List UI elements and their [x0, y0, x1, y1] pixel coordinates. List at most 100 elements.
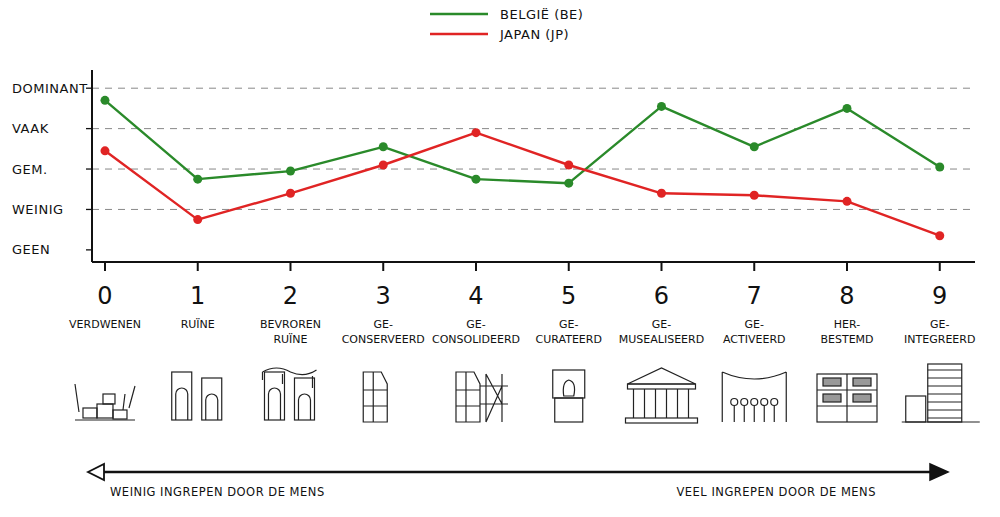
series-point: [657, 189, 666, 198]
stage-label: BESTEMD: [820, 333, 873, 346]
x-tick: [568, 262, 570, 271]
series-point: [100, 146, 109, 155]
icon-part: [928, 369, 962, 370]
series-line: [105, 100, 940, 183]
stage-label: CURATEERD: [536, 333, 602, 346]
stage-icon: [722, 372, 786, 422]
series-point: [471, 175, 480, 184]
icon-part: [722, 372, 786, 422]
x-tick: [753, 262, 755, 271]
icon-part: [655, 389, 656, 418]
stage-icon: [902, 364, 980, 422]
icon-part: [928, 401, 962, 402]
x-tick-label: 7: [747, 282, 762, 310]
series-line: [105, 133, 940, 236]
icon-part: [764, 406, 765, 422]
icon-part: [113, 410, 127, 419]
icon-part: [456, 372, 480, 422]
icon-part: [928, 385, 962, 386]
x-tick: [475, 262, 477, 271]
icon-part: [553, 370, 585, 398]
icon-part: [294, 378, 314, 420]
stage-icon: [172, 372, 222, 420]
icon-part: [823, 378, 841, 386]
x-tick-label: 9: [932, 282, 947, 310]
stage-label: GE-: [652, 318, 671, 331]
icon-part: [262, 368, 316, 388]
annotation: VEEL INGREPEN DOOR DE MENS: [676, 485, 876, 499]
series-point: [843, 104, 852, 113]
icon-part: [774, 406, 775, 422]
icon-part: [928, 393, 962, 394]
grid-line: [92, 128, 975, 129]
x-tick-label: 6: [654, 282, 669, 310]
icon-part: [751, 399, 758, 406]
x-tick-label: 2: [283, 282, 298, 310]
legend-label: BELGIË (BE): [500, 7, 583, 22]
x-tick-label: 5: [561, 282, 576, 310]
series-point: [193, 175, 202, 184]
icon-part: [761, 399, 768, 406]
icon-part: [928, 417, 962, 418]
icon-part: [176, 388, 188, 420]
stage-label: RUÏNE: [273, 333, 307, 346]
icon-part: [741, 399, 748, 406]
icon-part: [563, 380, 574, 396]
stage-label: MUSEALISEERD: [619, 333, 704, 346]
icon-part: [83, 408, 97, 418]
x-tick-label: 0: [97, 282, 112, 310]
x-tick-label: 1: [190, 282, 205, 310]
series-point: [935, 163, 944, 172]
icon-part: [480, 374, 508, 422]
icon-part: [731, 399, 738, 406]
icon-part: [97, 404, 113, 418]
y-tick-label: GEM.: [12, 162, 48, 177]
stage-icon: [625, 368, 697, 423]
icon-part: [902, 421, 980, 422]
stage-label: RUÏNE: [181, 318, 215, 331]
icon-part: [644, 389, 645, 418]
plot-area: [100, 96, 944, 240]
stage-icon: [817, 374, 877, 422]
legend-swatch: [430, 13, 488, 15]
icon-part: [202, 378, 222, 420]
series-point: [193, 215, 202, 224]
x-tick: [289, 262, 291, 271]
y-tick-label: DOMINANT: [12, 81, 88, 96]
icon-part: [456, 372, 480, 422]
y-tick-label: WEINIG: [12, 202, 64, 217]
annotation: WEINIG INGREPEN DOOR DE MENS: [110, 485, 325, 499]
icon-part: [677, 389, 678, 418]
icon-part: [928, 377, 962, 378]
icon-part: [666, 389, 667, 418]
icon-part: [206, 394, 218, 420]
stage-label: HER-: [834, 318, 860, 331]
icon-part: [906, 396, 926, 422]
icon-part: [172, 372, 192, 420]
stage-label: CONSERVEERD: [342, 333, 425, 346]
stage-icon: [75, 384, 135, 420]
arrow-line: [100, 471, 930, 473]
icon-part: [363, 372, 387, 422]
x-tick-label: 4: [468, 282, 483, 310]
series-point: [100, 96, 109, 105]
x-tick: [197, 262, 199, 271]
stage-icon: [363, 372, 387, 422]
series-point: [564, 160, 573, 169]
icon-part: [627, 368, 695, 384]
icon-part: [734, 406, 735, 422]
icon-part: [75, 384, 135, 412]
stage-icon: [456, 372, 508, 422]
series-point: [564, 179, 573, 188]
stage-label: ACTIVEERD: [723, 333, 786, 346]
grid-line: [92, 88, 975, 89]
legend-label: JAPAN (JP): [499, 27, 569, 42]
legend-swatch: [430, 33, 488, 35]
icon-part: [633, 389, 634, 418]
x-tick: [660, 262, 662, 271]
y-tick-label: GEEN: [12, 242, 50, 257]
icon-part: [264, 372, 284, 420]
stage-label: VERDWENEN: [69, 318, 141, 331]
x-axis: [92, 261, 975, 263]
series-point: [286, 167, 295, 176]
